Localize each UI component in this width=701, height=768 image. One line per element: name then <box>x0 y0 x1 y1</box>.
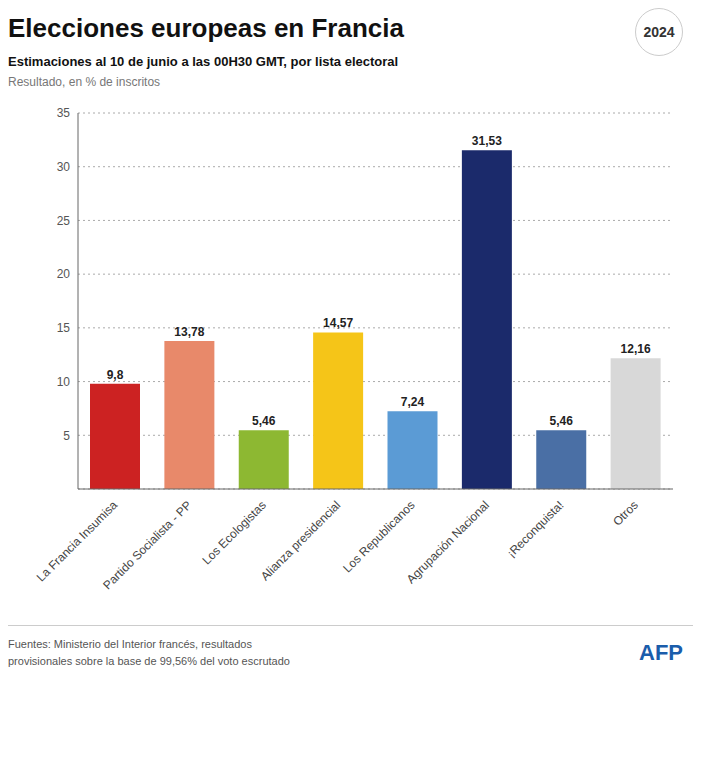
svg-text:Los Ecologistas: Los Ecologistas <box>200 498 269 567</box>
html-text:Estimaciones al 10 de junio a: Estimaciones al 10 de junio a las 00H30 … <box>8 54 399 69</box>
svg-text:Alianza presidencial: Alianza presidencial <box>258 498 343 583</box>
svg-text:Otros: Otros <box>610 498 641 529</box>
html-text:Resultado, en % de inscritos: Resultado, en % de inscritos <box>8 75 161 89</box>
svg-text:5,46: 5,46 <box>550 414 574 428</box>
svg-text:30: 30 <box>57 160 71 174</box>
html-text:provisionales sobre la base de: provisionales sobre la base de 99,56% de… <box>8 655 290 667</box>
svg-text:10: 10 <box>57 375 71 389</box>
html-text:Fuentes: Ministerio del Interi: Fuentes: Ministerio del Interior francés… <box>8 638 252 650</box>
svg-text:Partido Socialista - PP: Partido Socialista - PP <box>100 498 194 592</box>
html-text:2024: 2024 <box>643 24 675 40</box>
svg-text:13,78: 13,78 <box>174 325 204 339</box>
svg-text:9,8: 9,8 <box>107 368 124 382</box>
svg-text:5: 5 <box>63 429 70 443</box>
svg-text:Los Republicanos: Los Republicanos <box>340 498 417 575</box>
svg-text:¡Reconquista!: ¡Reconquista! <box>504 498 566 560</box>
svg-text:15: 15 <box>57 321 71 335</box>
svg-text:7,24: 7,24 <box>401 395 425 409</box>
svg-text:5,46: 5,46 <box>252 414 276 428</box>
html-text:Elecciones europeas en Francia: Elecciones europeas en Francia <box>8 13 404 43</box>
svg-text:Agrupación Nacional: Agrupación Nacional <box>404 498 492 586</box>
svg-text:25: 25 <box>57 214 71 228</box>
svg-text:35: 35 <box>57 106 71 120</box>
svg-text:14,57: 14,57 <box>323 316 353 330</box>
svg-text:La Francia Insumisa: La Francia Insumisa <box>34 498 121 585</box>
svg-text:31,53: 31,53 <box>472 134 502 148</box>
html-text:AFP: AFP <box>639 640 683 665</box>
svg-text:12,16: 12,16 <box>621 342 651 356</box>
svg-text:20: 20 <box>57 267 71 281</box>
